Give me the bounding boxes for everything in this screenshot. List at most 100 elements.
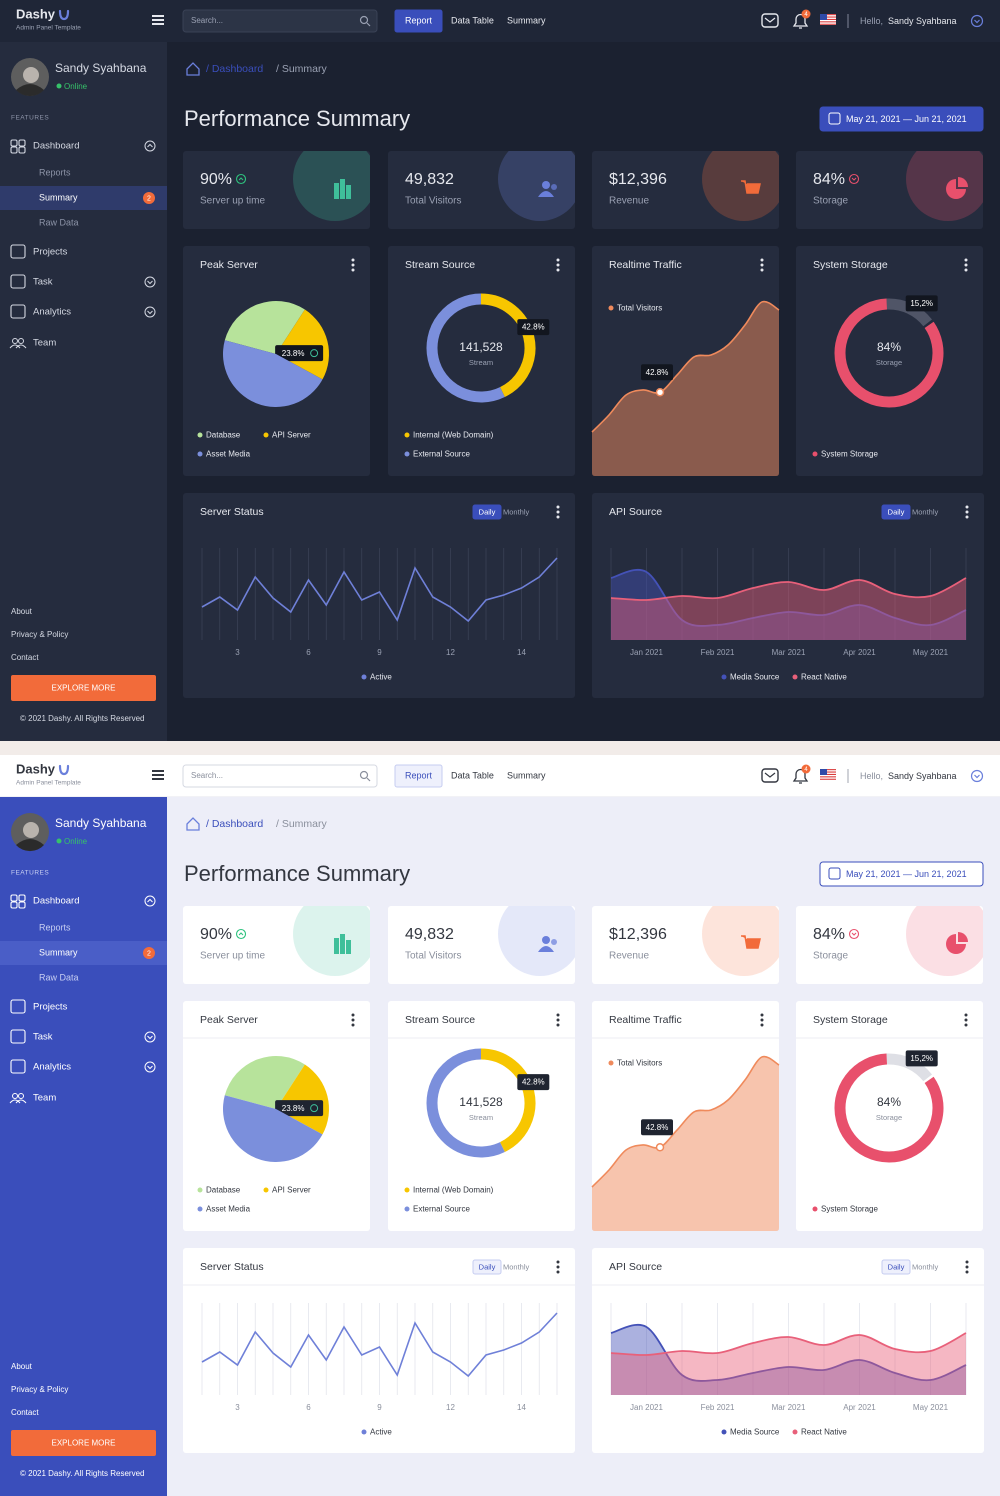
explore-button[interactable] (11, 1430, 156, 1456)
nav-item[interactable]: Data Table (451, 770, 494, 780)
mail-icon[interactable] (761, 13, 779, 28)
more-menu-dot[interactable] (760, 1018, 764, 1022)
more-menu-dot[interactable] (556, 1260, 560, 1264)
footer-link[interactable]: Contact (11, 653, 39, 662)
menu-item[interactable]: Task (33, 277, 53, 288)
footer-link[interactable]: About (11, 1362, 33, 1371)
tab[interactable]: Monthly (912, 507, 939, 516)
home-icon[interactable] (186, 817, 200, 831)
more-menu-dot[interactable] (556, 258, 560, 262)
breadcrumb-link[interactable]: / Dashboard (206, 63, 263, 75)
more-menu-dot[interactable] (965, 1265, 969, 1269)
user-menu-toggle[interactable] (970, 769, 984, 783)
menu-item[interactable]: Task (33, 1032, 53, 1043)
more-menu-dot[interactable] (760, 258, 764, 262)
submenu-item[interactable]: Reports (39, 167, 71, 177)
submenu-item[interactable]: Reports (39, 922, 71, 932)
mail-icon[interactable] (761, 768, 779, 783)
more-menu-dot[interactable] (965, 505, 969, 509)
tab-active[interactable] (881, 1259, 911, 1275)
tab[interactable]: Monthly (503, 1262, 530, 1271)
footer-link[interactable]: Privacy & Policy (11, 630, 68, 639)
date-range-button[interactable] (819, 106, 984, 132)
footer-link[interactable]: Contact (11, 1408, 39, 1417)
menu-item[interactable]: Projects (33, 1002, 68, 1013)
more-menu-dot[interactable] (351, 1018, 355, 1022)
tab[interactable]: Daily (888, 507, 905, 516)
menu-chevron[interactable] (144, 140, 156, 152)
footer-link[interactable]: Privacy & Policy (11, 1385, 68, 1394)
tab[interactable]: Daily (479, 507, 496, 516)
tab-active[interactable] (472, 1259, 502, 1275)
menu-chevron[interactable] (144, 895, 156, 907)
submenu-item[interactable]: Raw Data (39, 972, 79, 982)
tab[interactable]: Monthly (912, 1262, 939, 1271)
more-menu-dot[interactable] (556, 263, 560, 267)
more-menu-dot[interactable] (964, 1013, 968, 1017)
search-box[interactable] (182, 764, 378, 788)
more-menu-dot[interactable] (964, 258, 968, 262)
more-menu-dot[interactable] (964, 268, 968, 272)
more-menu-dot[interactable] (556, 510, 560, 514)
explore-button[interactable] (11, 675, 156, 701)
more-menu-dot[interactable] (351, 1013, 355, 1017)
submenu-item[interactable]: Summary (39, 192, 78, 202)
bell-icon[interactable] (792, 13, 809, 29)
menu-item[interactable]: Analytics (33, 307, 71, 318)
more-menu-dot[interactable] (964, 1018, 968, 1022)
nav-item[interactable]: Data Table (451, 15, 494, 25)
more-menu-dot[interactable] (556, 1013, 560, 1017)
nav-item[interactable]: Report (405, 770, 433, 780)
tab[interactable]: Daily (479, 1262, 496, 1271)
menu-chevron[interactable] (144, 276, 156, 288)
more-menu-dot[interactable] (965, 1260, 969, 1264)
more-menu-dot[interactable] (556, 1270, 560, 1274)
nav-report-button[interactable] (394, 764, 443, 788)
more-menu-dot[interactable] (965, 1270, 969, 1274)
more-menu-dot[interactable] (964, 1023, 968, 1027)
more-menu-dot[interactable] (965, 510, 969, 514)
menu-item[interactable]: Projects (33, 247, 68, 258)
more-menu-dot[interactable] (760, 263, 764, 267)
user-menu-toggle[interactable] (970, 14, 984, 28)
menu-item[interactable]: Team (33, 1093, 56, 1104)
more-menu-dot[interactable] (556, 505, 560, 509)
more-menu-dot[interactable] (351, 268, 355, 272)
submenu-item[interactable]: Summary (39, 947, 78, 957)
nav-report-button[interactable] (394, 9, 443, 33)
home-icon[interactable] (186, 62, 200, 76)
tab-active[interactable] (881, 504, 911, 520)
more-menu-dot[interactable] (965, 515, 969, 519)
more-menu-dot[interactable] (556, 515, 560, 519)
more-menu-dot[interactable] (351, 263, 355, 267)
more-menu-dot[interactable] (760, 268, 764, 272)
menu-item[interactable]: Analytics (33, 1062, 71, 1073)
menu-chevron[interactable] (144, 1061, 156, 1073)
nav-item[interactable]: Report (405, 15, 433, 25)
header-user-name[interactable]: Sandy Syahbana (888, 771, 957, 781)
footer-link[interactable]: About (11, 607, 33, 616)
more-menu-dot[interactable] (351, 1023, 355, 1027)
more-menu-dot[interactable] (760, 1013, 764, 1017)
header-user-name[interactable]: Sandy Syahbana (888, 16, 957, 26)
more-menu-dot[interactable] (556, 268, 560, 272)
date-range-button[interactable] (819, 861, 984, 887)
more-menu-dot[interactable] (351, 258, 355, 262)
menu-chevron[interactable] (144, 1031, 156, 1043)
more-menu-dot[interactable] (964, 263, 968, 267)
nav-item[interactable]: Summary (507, 15, 546, 25)
nav-item[interactable]: Summary (507, 770, 546, 780)
menu-item[interactable]: Team (33, 338, 56, 349)
more-menu-dot[interactable] (556, 1023, 560, 1027)
submenu-item[interactable]: Raw Data (39, 217, 79, 227)
bell-icon[interactable] (792, 768, 809, 784)
menu-item[interactable]: Dashboard (33, 896, 79, 907)
more-menu-dot[interactable] (556, 1018, 560, 1022)
tab[interactable]: Daily (888, 1262, 905, 1271)
menu-item[interactable]: Dashboard (33, 141, 79, 152)
more-menu-dot[interactable] (556, 1265, 560, 1269)
more-menu-dot[interactable] (760, 1023, 764, 1027)
search-box[interactable] (182, 9, 378, 33)
tab-active[interactable] (472, 504, 502, 520)
breadcrumb-link[interactable]: / Dashboard (206, 818, 263, 830)
